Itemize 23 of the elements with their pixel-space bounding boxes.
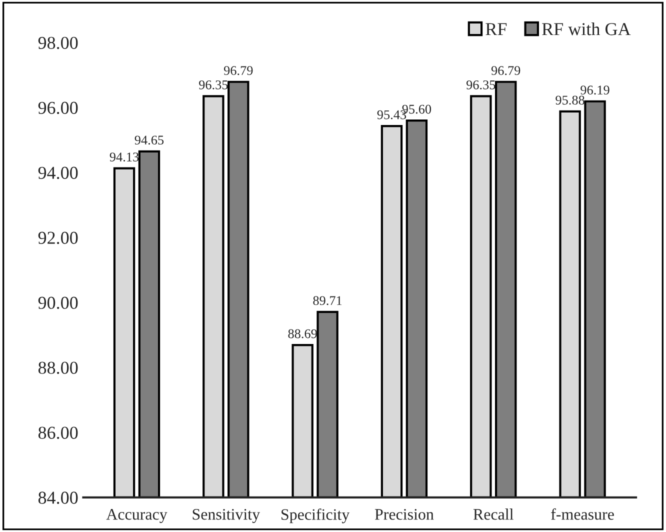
y-tick-label: 88.00 <box>38 362 78 374</box>
text: 89.71 <box>313 296 342 306</box>
legend-label: RF <box>486 23 507 36</box>
y-tick-label: 84.00 <box>38 492 78 504</box>
x-tick-label: Precision <box>374 509 434 520</box>
y-tick-label: 86.00 <box>38 426 78 439</box>
text: 96.79 <box>224 66 253 76</box>
y-tick-label: 96.00 <box>38 102 78 114</box>
text: 95.88 <box>556 96 584 105</box>
y-tick-label: 98.00 <box>38 36 78 50</box>
x-tick-label: Specificity <box>282 508 350 524</box>
text: 94.13 <box>110 152 139 162</box>
text: 94.65 <box>134 136 164 145</box>
y-tick-label: 94.00 <box>38 166 78 180</box>
y-tick-label: 92.00 <box>38 232 78 244</box>
x-tick-label: Sensitivity <box>192 508 260 524</box>
text: 96.19 <box>580 86 610 95</box>
legend-label: RF with GA <box>542 22 631 36</box>
x-tick-label: f-measure <box>551 508 614 520</box>
x-tick-label: Recall <box>473 508 514 520</box>
y-tick-label: 90.00 <box>38 296 78 309</box>
x-tick-label: Accuracy <box>106 509 168 524</box>
text: 96.79 <box>491 66 520 76</box>
